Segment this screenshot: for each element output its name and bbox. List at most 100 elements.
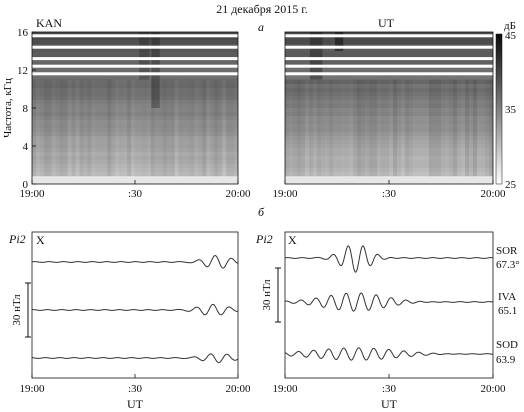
pulsation-left-xtick-label-1: :30 [128, 383, 143, 395]
spectrogram-kan-texture-44 [206, 79, 211, 178]
spectrogram-kan-texture-36 [174, 79, 179, 178]
spectrogram-ut-texture-20 [365, 79, 369, 178]
spectrogram-ut-texture-4 [301, 79, 305, 178]
spectrogram-ut-texture-8 [317, 79, 321, 178]
spectrogram-kan-texture-18 [103, 79, 108, 178]
spectrogram-ut: UT 19:00:30 20:00 [272, 16, 506, 200]
spectrogram-ut-row-17 [285, 100, 493, 105]
spectrogram-ut-texture-39 [441, 79, 445, 178]
spectrogram-kan-ytick-label-1: 4 [23, 141, 29, 153]
colorbar: дБ 45 35 25 [495, 20, 517, 191]
pulsation-left-scale-bar [25, 282, 31, 338]
spectrogram-ut-texture-25 [385, 79, 389, 178]
spectrogram-kan-texture-15 [91, 79, 96, 178]
station-sor-code: SOR [496, 245, 518, 257]
spectrogram-ut-row-16 [285, 96, 493, 101]
spectrogram-kan-texture-12 [79, 79, 84, 178]
spectrogram-kan-row-13 [32, 84, 238, 89]
spectrogram-kan-row-27 [32, 140, 238, 145]
spectrogram-section: Частота, кГц KAN 0 4 8 12 16 19:00:30 20:00 U… [2, 16, 517, 200]
spectrogram-kan-ytick-label-3: 12 [17, 65, 28, 77]
pulsation-right-pi-label: Pi2 [255, 232, 273, 246]
spectrogram-ut-row-9 [285, 68, 493, 73]
spectrogram-kan-row-7 [32, 60, 238, 65]
spectrogram-kan-texture-26 [135, 79, 139, 178]
spectrogram-kan-texture-39 [186, 79, 191, 178]
pulsation-right-scale-bar [275, 267, 281, 323]
pulsation-right-panel: Pi2 X 30 нТл SOR 67.3° IVA 65.1 SOD 63.9… [255, 231, 520, 411]
spectrogram-kan-row-16 [32, 96, 238, 101]
spectrogram-ut-texture-45 [465, 79, 469, 178]
spectrogram-ut-texture-7 [313, 79, 317, 178]
spectrogram-ut-row-35 [285, 172, 493, 177]
spectrogram-ut-texture-38 [437, 79, 441, 178]
spectrogram-ut-texture-40 [445, 79, 449, 178]
spectrogram-kan-texture-41 [194, 79, 199, 178]
spectrogram-kan-texture-31 [154, 79, 159, 178]
spectrogram-ut-texture-26 [389, 79, 393, 178]
pulsation-left-scale-label: 30 нТл [11, 294, 23, 326]
spectrogram-kan-texture-24 [127, 79, 132, 178]
spectrogram-kan-row-29 [32, 148, 238, 153]
spectrogram-kan: KAN 0 4 8 12 16 19:00:30 20:00 [17, 16, 251, 200]
spectrogram-ut-texture-34 [421, 79, 425, 178]
spectrogram-kan-texture-25 [131, 79, 135, 178]
spectrogram-kan-row-34 [32, 168, 238, 173]
spectrogram-kan-texture-0 [32, 79, 36, 178]
spectrogram-kan-texture-32 [158, 79, 163, 178]
spectrogram-ut-texture-22 [373, 79, 377, 178]
station-sor-lat: 67.3° [496, 259, 520, 271]
spectrogram-ut-texture-18 [357, 79, 361, 178]
pulsation-left-xtick-label-0: 19:00 [19, 383, 45, 395]
spectrogram-ut-row-32 [285, 160, 493, 165]
spectrogram-ut-event-1 [334, 32, 344, 51]
spectrogram-kan-texture-2 [39, 79, 44, 178]
spectrogram-kan-texture-7 [59, 79, 64, 178]
spectrogram-ut-row-1 [285, 36, 493, 41]
spectrogram-ut-texture-42 [453, 79, 457, 178]
spectrogram-ut-row-29 [285, 148, 493, 153]
pulsation-right-xtick-label-1: :30 [382, 383, 397, 395]
spectrogram-ut-row-28 [285, 144, 493, 149]
station-iva-code: IVA [498, 291, 516, 303]
spectrogram-kan-texture-13 [83, 79, 88, 178]
spectrogram-ut-row-14 [285, 88, 493, 93]
spectrogram-kan-band-2 [32, 57, 238, 61]
spectrogram-ut-texture-15 [345, 79, 349, 178]
spectrogram-kan-texture-38 [182, 79, 187, 178]
spectrogram-ut-texture-31 [409, 79, 413, 178]
spectrogram-kan-row-11 [32, 76, 238, 81]
spectrogram-kan-texture-14 [87, 79, 92, 178]
station-iva-lat: 65.1 [498, 305, 517, 317]
spectrogram-ut-band-3 [285, 45, 493, 49]
spectrogram-kan-texture-1 [35, 79, 40, 178]
pulsation-right-xtick-label-0: 19:00 [272, 383, 298, 395]
spectrogram-kan-ytick-label-0: 0 [23, 179, 29, 191]
spectrogram-ut-texture-48 [477, 79, 481, 178]
spectrogram-kan-texture-33 [162, 79, 167, 178]
spectrogram-kan-texture-22 [119, 79, 124, 178]
spectrogram-ut-texture-19 [361, 79, 365, 178]
spectrogram-kan-row-14 [32, 88, 238, 93]
spectrogram-ut-texture-41 [449, 79, 453, 178]
spectrogram-ut-band-1 [285, 64, 493, 68]
pulsation-left-pi-label: Pi2 [8, 232, 26, 246]
spectrogram-kan-row-26 [32, 136, 238, 141]
spectrogram-ut-row-31 [285, 156, 493, 161]
pulsation-left-frame [31, 231, 239, 379]
spectrogram-ut-texture-0 [285, 79, 289, 178]
colorbar-tick-mid: 35 [505, 104, 517, 116]
spectrogram-kan-texture-3 [43, 79, 48, 178]
spectrogram-ut-texture-11 [329, 79, 333, 178]
spectrogram-ut-row-24 [285, 128, 493, 133]
spectrogram-kan-xtick-label-1: :30 [128, 188, 143, 200]
spectrogram-kan-texture-30 [150, 79, 155, 178]
spectrogram-kan-row-18 [32, 104, 238, 109]
spectrogram-ut-texture-27 [393, 79, 397, 178]
spectrogram-kan-row-22 [32, 120, 238, 125]
spectrogram-ut-xtick-label-2: 20:00 [480, 188, 506, 200]
panel-b-label: б [258, 205, 265, 219]
spectrogram-ut-texture-49 [481, 79, 485, 178]
spectrogram-ut-texture-14 [341, 79, 345, 178]
spectrogram-ut-row-12 [285, 80, 493, 85]
